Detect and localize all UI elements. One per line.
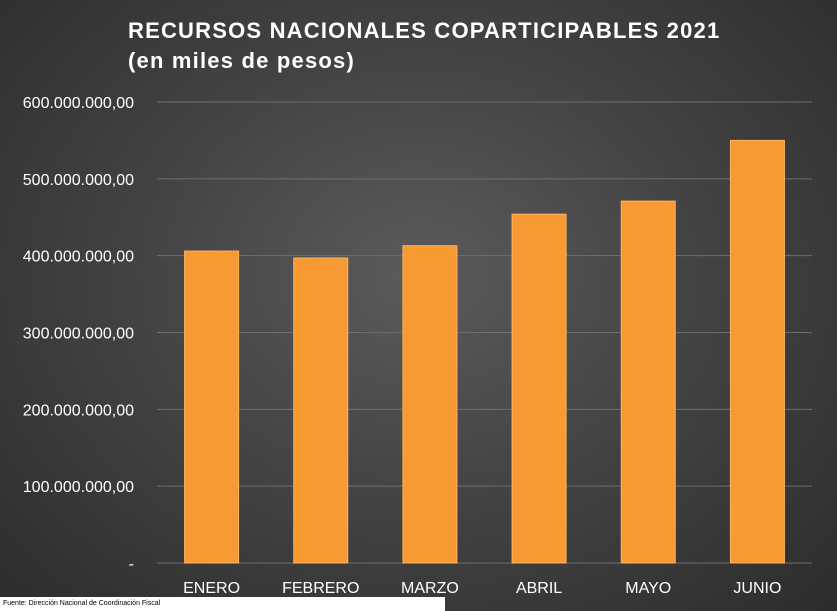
y-tick-label: 500.000.000,00 bbox=[23, 172, 134, 189]
x-tick-label: ABRIL bbox=[516, 580, 562, 597]
y-tick-label: 400.000.000,00 bbox=[23, 249, 134, 266]
y-tick-label: - bbox=[129, 556, 134, 573]
bar-enero bbox=[184, 250, 240, 564]
chart-subtitle: (en miles de pesos) bbox=[128, 48, 355, 73]
x-tick-label: MARZO bbox=[401, 580, 459, 597]
bar-marzo bbox=[402, 245, 458, 564]
x-tick-label: MAYO bbox=[625, 580, 671, 597]
x-tick-label: ENERO bbox=[183, 580, 240, 597]
y-tick-label: 600.000.000,00 bbox=[23, 95, 134, 112]
chart-title: RECURSOS NACIONALES COPARTICIPABLES 2021 bbox=[128, 18, 721, 43]
x-tick-label: JUNIO bbox=[733, 580, 781, 597]
source-note: Fuente: Dirección Nacional de Coordinaci… bbox=[0, 597, 445, 611]
bar-abril bbox=[511, 213, 567, 564]
bar-junio bbox=[729, 139, 785, 564]
y-tick-label: 200.000.000,00 bbox=[23, 402, 134, 419]
x-tick-label: FEBRERO bbox=[282, 580, 359, 597]
y-tick-label: 100.000.000,00 bbox=[23, 479, 134, 496]
bar-mayo bbox=[620, 200, 676, 564]
y-tick-label: 300.000.000,00 bbox=[23, 326, 134, 343]
bar-febrero bbox=[293, 257, 349, 564]
chart-title-block: RECURSOS NACIONALES COPARTICIPABLES 2021… bbox=[128, 16, 720, 76]
